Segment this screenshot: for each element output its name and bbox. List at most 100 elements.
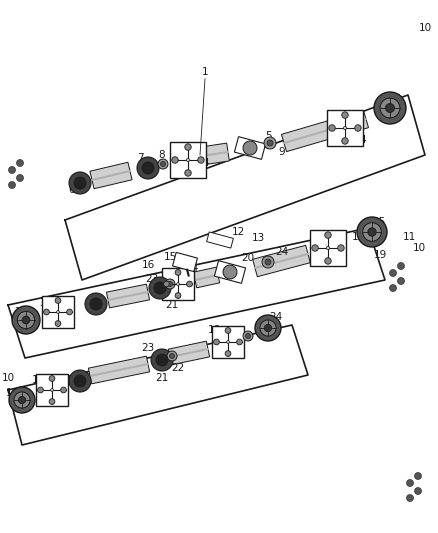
Bar (42, 296, 74, 328)
Bar (162, 268, 194, 300)
Circle shape (223, 265, 237, 279)
Text: 2: 2 (15, 307, 21, 317)
Circle shape (177, 282, 180, 286)
Circle shape (325, 232, 331, 238)
Circle shape (414, 472, 421, 480)
Circle shape (338, 245, 344, 251)
Circle shape (226, 341, 230, 343)
Circle shape (154, 282, 166, 294)
Circle shape (57, 311, 60, 313)
Text: 7: 7 (137, 153, 143, 163)
Polygon shape (90, 162, 132, 189)
Circle shape (49, 399, 55, 405)
Circle shape (44, 309, 49, 315)
Circle shape (74, 375, 86, 387)
Text: 5: 5 (265, 131, 271, 141)
Circle shape (167, 351, 177, 361)
Circle shape (170, 353, 174, 359)
Polygon shape (234, 136, 265, 159)
Bar (327, 110, 363, 146)
Text: 22: 22 (171, 363, 185, 373)
Circle shape (22, 316, 30, 324)
Text: 9: 9 (279, 147, 285, 157)
Circle shape (389, 270, 396, 277)
Circle shape (325, 258, 331, 264)
Circle shape (225, 351, 231, 357)
Circle shape (12, 306, 40, 334)
Text: 12: 12 (231, 227, 245, 237)
Circle shape (237, 339, 242, 345)
Text: 23: 23 (141, 343, 155, 353)
Circle shape (60, 387, 67, 393)
Circle shape (187, 281, 192, 287)
Polygon shape (207, 232, 233, 248)
Circle shape (264, 137, 276, 149)
Text: 13: 13 (251, 233, 265, 243)
Text: 4: 4 (203, 158, 209, 168)
Circle shape (185, 169, 191, 176)
Circle shape (262, 256, 274, 268)
Text: 18: 18 (32, 375, 45, 385)
Circle shape (326, 246, 330, 249)
Circle shape (172, 157, 178, 163)
Circle shape (185, 144, 191, 150)
Text: 19: 19 (46, 397, 59, 407)
Text: 22: 22 (184, 275, 197, 285)
Text: 8: 8 (159, 150, 165, 160)
Circle shape (267, 140, 273, 146)
Circle shape (17, 174, 24, 182)
Circle shape (312, 245, 318, 251)
Circle shape (9, 387, 35, 413)
Polygon shape (106, 284, 149, 308)
Circle shape (243, 141, 257, 155)
Text: 14: 14 (185, 263, 198, 273)
Text: 10: 10 (418, 23, 431, 33)
Text: 24: 24 (276, 247, 289, 257)
Polygon shape (88, 356, 150, 384)
Text: 20: 20 (241, 253, 254, 263)
Text: 19: 19 (373, 250, 387, 260)
Text: 6: 6 (69, 185, 75, 195)
Polygon shape (193, 267, 220, 288)
Circle shape (69, 370, 91, 392)
Text: 2: 2 (395, 94, 401, 104)
Circle shape (260, 320, 276, 336)
Circle shape (398, 262, 405, 270)
Polygon shape (253, 245, 310, 277)
Circle shape (214, 339, 219, 345)
Circle shape (55, 297, 61, 303)
Circle shape (406, 480, 413, 487)
Circle shape (49, 376, 55, 381)
Text: 18: 18 (207, 325, 221, 335)
Circle shape (225, 328, 231, 333)
Text: 1: 1 (201, 67, 208, 77)
Circle shape (368, 228, 376, 236)
Circle shape (158, 159, 168, 169)
Circle shape (149, 277, 171, 299)
Circle shape (374, 92, 406, 124)
Circle shape (406, 495, 413, 502)
Circle shape (342, 138, 348, 144)
Text: 11: 11 (403, 232, 416, 242)
Circle shape (246, 334, 251, 338)
Circle shape (50, 389, 53, 391)
Polygon shape (173, 253, 198, 272)
Bar (310, 230, 346, 266)
Circle shape (164, 281, 170, 287)
Bar (170, 142, 206, 178)
Circle shape (137, 157, 159, 179)
Circle shape (85, 293, 107, 315)
Circle shape (255, 315, 281, 341)
Circle shape (329, 125, 335, 131)
Text: 24: 24 (269, 312, 283, 322)
Polygon shape (282, 110, 368, 151)
Circle shape (151, 349, 173, 371)
Circle shape (67, 309, 72, 315)
Polygon shape (194, 143, 230, 166)
Circle shape (14, 392, 30, 408)
Circle shape (398, 278, 405, 285)
Circle shape (385, 103, 395, 112)
Circle shape (156, 354, 168, 366)
Circle shape (18, 397, 26, 403)
Circle shape (380, 98, 400, 118)
